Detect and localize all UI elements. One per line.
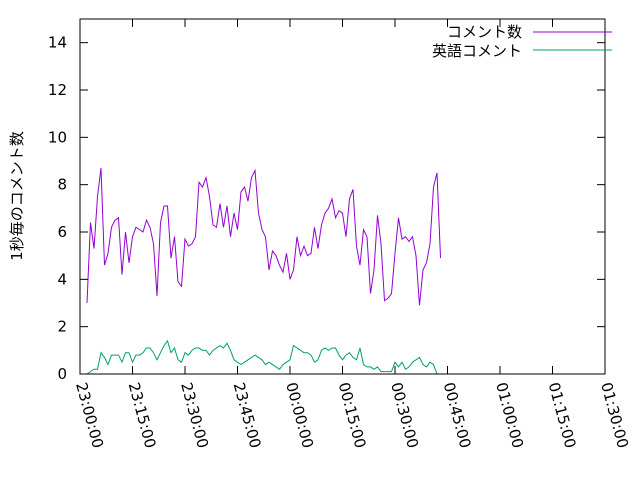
x-tick-label: 01:30:00 xyxy=(597,380,632,450)
x-tick-label: 01:00:00 xyxy=(492,380,527,450)
y-axis-label: 1秒毎のコメント数 xyxy=(8,131,26,261)
y-tick-label: 6 xyxy=(57,223,67,241)
x-tick-label: 00:45:00 xyxy=(440,380,475,450)
x-tick-label: 23:45:00 xyxy=(230,380,265,450)
x-tick-label: 00:30:00 xyxy=(387,380,422,450)
x-tick-label: 00:15:00 xyxy=(335,380,370,450)
y-tick-label: 14 xyxy=(48,34,67,52)
x-tick-label: 23:00:00 xyxy=(72,380,107,450)
legend-label-english: 英語コメント xyxy=(432,42,522,60)
y-tick-label: 0 xyxy=(57,365,67,383)
x-tick-label: 00:00:00 xyxy=(282,380,317,450)
y-tick-label: 4 xyxy=(57,270,67,288)
series-line-comments xyxy=(86,168,441,306)
series-line-english xyxy=(86,339,438,375)
legend-label-comments: コメント数 xyxy=(447,23,522,41)
y-tick-label: 2 xyxy=(57,318,67,336)
x-tick-label: 23:30:00 xyxy=(177,380,212,450)
legend: コメント数 英語コメント xyxy=(432,23,612,60)
y-tick-label: 12 xyxy=(48,81,67,99)
plot-frame xyxy=(79,18,606,375)
series-layer xyxy=(86,168,441,375)
y-tick-label: 10 xyxy=(48,128,67,146)
x-tick-label: 01:15:00 xyxy=(545,380,580,450)
y-tick-label: 8 xyxy=(57,176,67,194)
x-tick-label: 23:15:00 xyxy=(125,380,160,450)
axis-layer: 0 2 4 6 8 10 12 14 23:00:00 23:15:00 23:30:00 23:45… xyxy=(48,19,632,450)
